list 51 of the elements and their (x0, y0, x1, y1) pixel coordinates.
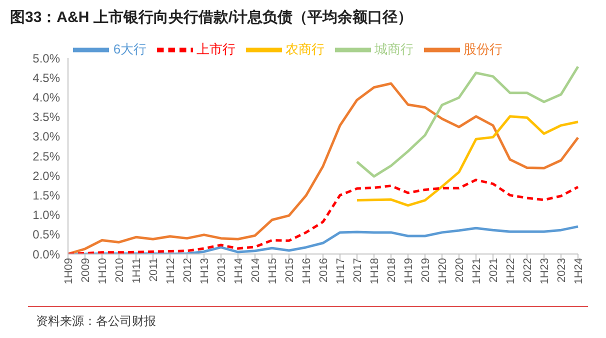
x-tick-label: 1H19 (402, 258, 415, 284)
x-tick-label: 1H09 (62, 258, 75, 284)
x-tick-label: 1H16 (300, 258, 313, 284)
x-tick-label: 1H13 (198, 258, 211, 284)
x-tick-label: 1H17 (334, 258, 347, 284)
legend-label: 农商行 (286, 41, 325, 56)
x-tick-label: 1H24 (572, 258, 585, 284)
x-tick-label: 1H12 (164, 258, 177, 284)
y-tick-label: 2.5% (32, 149, 60, 164)
x-tick-label: 2021 (488, 258, 500, 282)
y-tick-label: 1.0% (32, 208, 60, 222)
legend-label: 6大行 (113, 41, 147, 56)
x-tick-label: 2013 (216, 258, 228, 282)
legend-label: 上市行 (196, 41, 236, 56)
x-tick-label: 2020 (454, 258, 466, 282)
x-tick-label: 1H15 (266, 258, 279, 284)
x-tick-label: 1H14 (232, 258, 245, 284)
x-tick-label: 2014 (250, 258, 262, 282)
y-tick-label: 2.0% (32, 168, 60, 183)
x-tick-label: 2011 (148, 258, 160, 282)
y-tick-label: 4.5% (32, 70, 60, 85)
x-tick-label: 1H11 (130, 258, 143, 284)
legend-label: 股份行 (464, 41, 503, 56)
x-tick-label: 2012 (182, 258, 194, 282)
y-tick-label: 0.0% (32, 247, 60, 262)
y-tick-label: 3.0% (32, 130, 60, 144)
x-tick-label: 2022 (522, 258, 534, 282)
y-tick-label: 5.0% (32, 51, 60, 66)
legend-label: 城商行 (374, 41, 414, 56)
x-tick-label: 2010 (114, 258, 126, 282)
x-tick-label: 2009 (80, 258, 92, 282)
text: 资料来源：各公司财报 (35, 313, 157, 330)
x-tick-label: 1H23 (538, 258, 551, 284)
x-tick-label: 2017 (352, 258, 364, 282)
x-tick-label: 1H10 (96, 258, 109, 284)
x-tick-label: 2019 (420, 258, 432, 282)
y-tick-label: 4.0% (32, 90, 60, 104)
line-series (356, 65, 580, 178)
x-tick-label: 1H18 (368, 258, 381, 284)
line-series (356, 115, 580, 207)
x-tick-label: 2023 (556, 258, 568, 282)
y-tick-label: 1.5% (32, 188, 60, 202)
y-tick-label: 3.5% (32, 110, 60, 124)
x-tick-label: 2015 (284, 258, 296, 282)
x-tick-label: 1H20 (436, 258, 449, 284)
x-tick-label: 1H22 (504, 258, 517, 284)
x-tick-label: 2018 (386, 258, 398, 282)
x-tick-label: 2016 (318, 258, 330, 282)
y-tick-label: 0.5% (32, 228, 60, 242)
x-tick-label: 1H21 (470, 258, 483, 284)
chart-title: 图33：A&H 上市银行向央行借款/计息负债（平均余额口径） (9, 8, 414, 28)
